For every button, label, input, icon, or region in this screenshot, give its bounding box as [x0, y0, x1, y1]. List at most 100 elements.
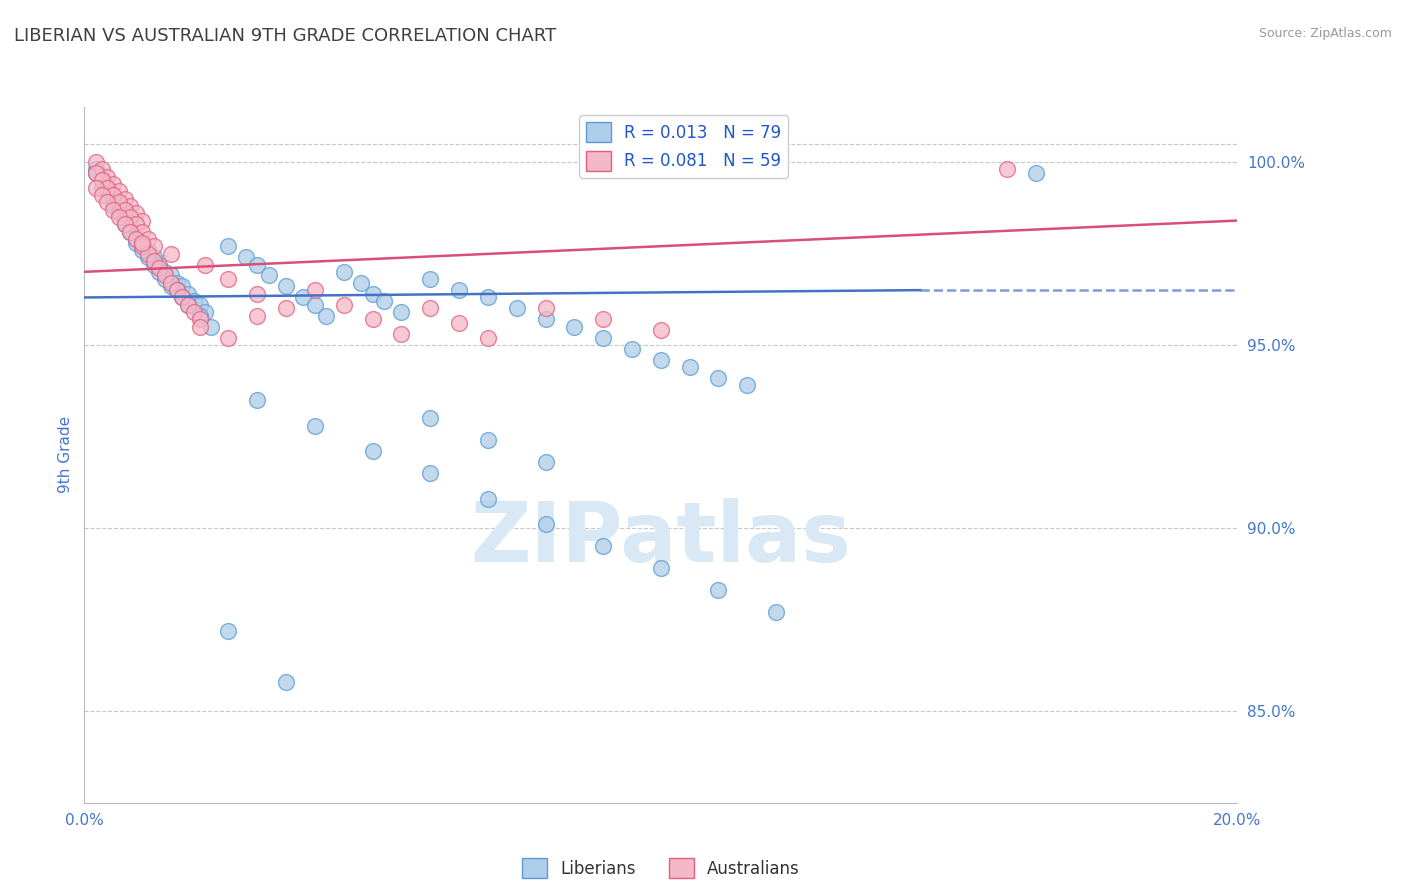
Point	[120, 225, 142, 239]
Point	[534, 517, 557, 532]
Point	[120, 225, 142, 239]
Point	[172, 290, 194, 304]
Point	[477, 491, 499, 506]
Point	[183, 294, 205, 309]
Point	[304, 298, 326, 312]
Point	[391, 305, 413, 319]
Point	[108, 184, 131, 198]
Point	[114, 217, 136, 231]
Point	[217, 624, 239, 638]
Point	[131, 213, 153, 227]
Point	[246, 392, 269, 407]
Point	[125, 235, 148, 250]
Point	[96, 180, 118, 194]
Point	[188, 309, 211, 323]
Point	[103, 188, 124, 202]
Point	[90, 173, 112, 187]
Point	[125, 232, 148, 246]
Point	[650, 323, 672, 337]
Point	[188, 312, 211, 326]
Point	[84, 162, 107, 177]
Point	[246, 309, 269, 323]
Point	[166, 276, 188, 290]
Point	[246, 258, 269, 272]
Point	[447, 316, 470, 330]
Point	[246, 286, 269, 301]
Point	[304, 283, 326, 297]
Point	[592, 540, 614, 554]
Text: LIBERIAN VS AUSTRALIAN 9TH GRADE CORRELATION CHART: LIBERIAN VS AUSTRALIAN 9TH GRADE CORRELA…	[14, 27, 557, 45]
Point	[350, 276, 373, 290]
Point	[217, 239, 239, 253]
Point	[177, 298, 200, 312]
Point	[160, 246, 183, 260]
Point	[447, 283, 470, 297]
Point	[274, 301, 298, 316]
Point	[84, 166, 107, 180]
Point	[274, 279, 298, 293]
Point	[562, 319, 586, 334]
Point	[477, 434, 499, 448]
Point	[131, 235, 153, 250]
Point	[292, 290, 315, 304]
Point	[125, 206, 148, 220]
Point	[84, 155, 107, 169]
Point	[188, 298, 211, 312]
Point	[172, 279, 194, 293]
Point	[131, 235, 153, 250]
Point	[136, 250, 159, 264]
Point	[103, 202, 124, 217]
Point	[136, 246, 159, 260]
Point	[183, 305, 205, 319]
Point	[160, 276, 183, 290]
Point	[153, 272, 176, 286]
Point	[96, 180, 118, 194]
Point	[678, 359, 700, 374]
Point	[166, 283, 188, 297]
Point	[103, 177, 124, 191]
Point	[125, 232, 148, 246]
Point	[166, 283, 188, 297]
Point	[650, 561, 672, 575]
Point	[142, 250, 165, 264]
Point	[737, 378, 759, 392]
Point	[84, 166, 107, 180]
Point	[315, 309, 337, 323]
Point	[361, 444, 384, 458]
Point	[108, 206, 131, 220]
Point	[304, 418, 326, 433]
Point	[153, 265, 176, 279]
Point	[148, 265, 170, 279]
Point	[120, 220, 142, 235]
Point	[90, 173, 112, 187]
Point	[257, 268, 280, 283]
Point	[235, 250, 257, 264]
Point	[114, 192, 136, 206]
Point	[142, 253, 165, 268]
Point	[506, 301, 529, 316]
Point	[274, 675, 298, 690]
Point	[131, 225, 153, 239]
Point	[194, 258, 217, 272]
Point	[120, 199, 142, 213]
Point	[136, 232, 159, 246]
Point	[84, 180, 107, 194]
Point	[177, 286, 200, 301]
Point	[108, 195, 131, 210]
Point	[131, 243, 153, 257]
Point	[114, 217, 136, 231]
Point	[995, 162, 1018, 177]
Point	[108, 210, 131, 224]
Point	[534, 312, 557, 326]
Point	[534, 301, 557, 316]
Point	[103, 199, 124, 213]
Point	[142, 239, 165, 253]
Point	[160, 279, 183, 293]
Point	[707, 583, 730, 598]
Point	[419, 467, 441, 481]
Point	[153, 268, 176, 283]
Point	[391, 327, 413, 342]
Point	[177, 298, 200, 312]
Point	[419, 272, 441, 286]
Point	[136, 243, 159, 257]
